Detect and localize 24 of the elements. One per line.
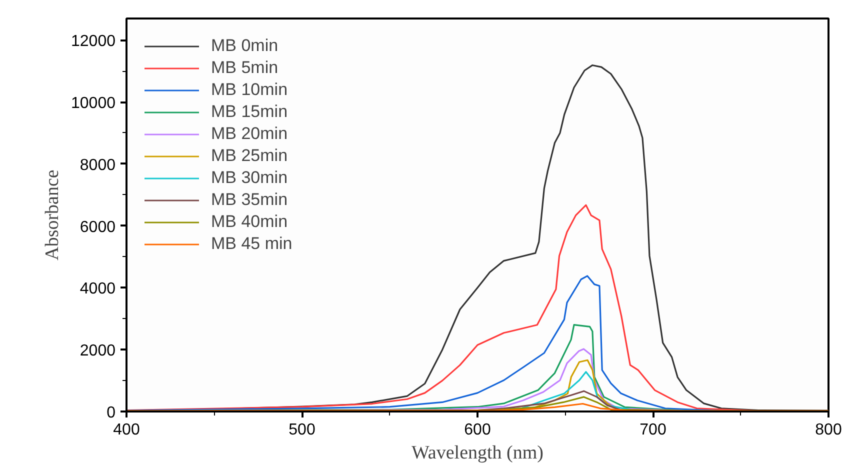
x-axis-title: Wavelength (nm) [412, 442, 544, 464]
legend-label: MB 5min [211, 58, 278, 78]
y-tick-label: 0 [106, 404, 116, 422]
x-tick-label: 500 [288, 422, 316, 438]
y-tick-label: 2000 [80, 342, 116, 360]
legend-label: MB 35min [211, 190, 288, 210]
y-tick-label: 4000 [80, 280, 116, 298]
legend-label: MB 10min [211, 80, 288, 100]
y-tick-label: 10000 [71, 95, 116, 112]
y-axis-title: Absorbance [42, 170, 64, 260]
legend-label: MB 40min [211, 212, 288, 232]
x-tick-label: 600 [464, 422, 491, 438]
legend-label: MB 20min [211, 124, 288, 144]
legend-label: MB 25min [211, 146, 288, 166]
y-tick-label: 12000 [71, 33, 116, 50]
x-tick-label: 400 [113, 422, 140, 438]
legend-label: MB 45 min [211, 234, 292, 254]
y-tick-label: 6000 [80, 218, 116, 236]
x-tick-label: 800 [815, 422, 842, 438]
x-tick-label: 700 [640, 422, 666, 438]
legend-label: MB 30min [211, 168, 288, 188]
y-tick-label: 8000 [80, 156, 116, 174]
legend-label: MB 15min [211, 102, 288, 122]
legend-label: MB 0min [211, 36, 278, 56]
